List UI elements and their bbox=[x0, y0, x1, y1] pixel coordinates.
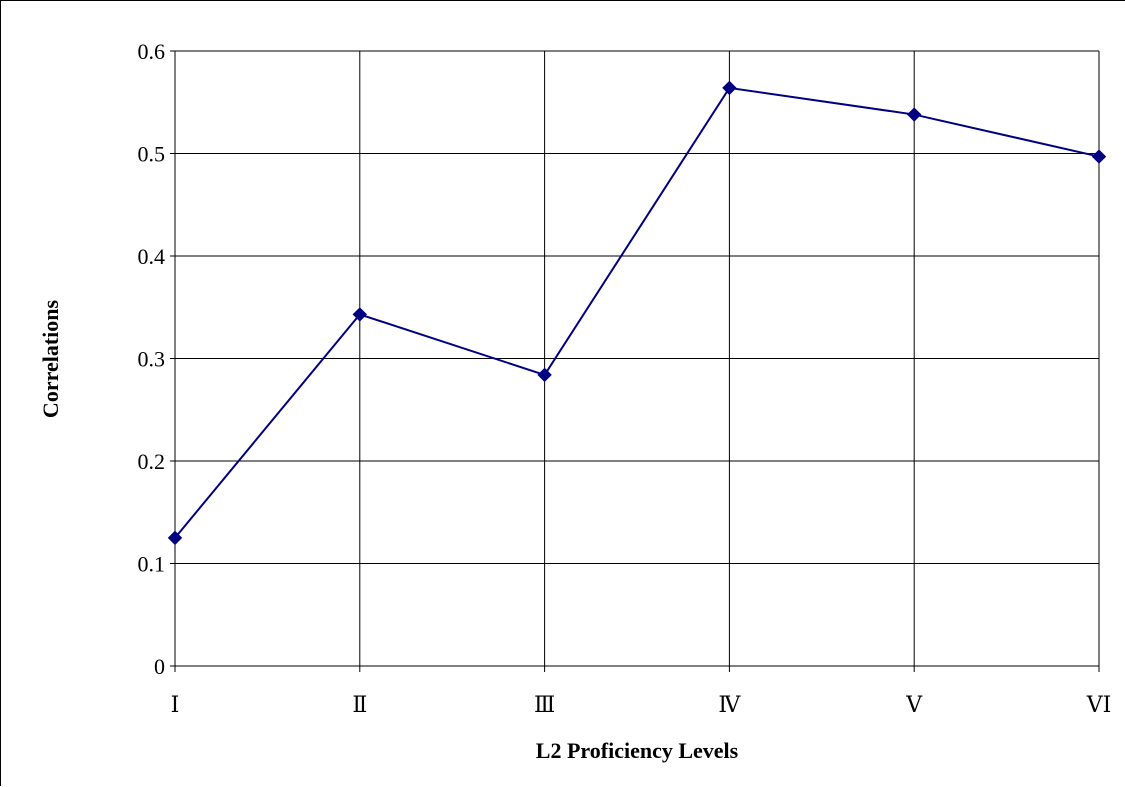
y-tick-label: 0 bbox=[154, 654, 165, 679]
data-point-marker bbox=[722, 80, 737, 96]
y-tick-label: 0.5 bbox=[138, 142, 166, 167]
y-axis-title: Correlations bbox=[38, 300, 63, 419]
x-tick-label: ⅤⅠ bbox=[1086, 692, 1112, 717]
x-tick-label: Ⅰ bbox=[171, 692, 180, 717]
y-tick-label: 0.6 bbox=[138, 39, 166, 64]
data-point-marker bbox=[537, 367, 552, 383]
data-point-marker bbox=[352, 307, 368, 322]
x-axis-title: L2 Proficiency Levels bbox=[536, 738, 739, 763]
data-point-marker bbox=[906, 107, 922, 122]
data-point-marker bbox=[167, 530, 183, 546]
y-tick-label: 0.2 bbox=[138, 449, 166, 474]
series bbox=[167, 80, 1107, 546]
x-tick-label: Ⅲ bbox=[534, 692, 555, 717]
x-tick-label: Ⅴ bbox=[905, 692, 923, 717]
axes bbox=[170, 50, 1100, 672]
y-tick-label: 0.3 bbox=[138, 347, 166, 372]
series-line bbox=[174, 86, 1100, 539]
y-tick-label: 0.4 bbox=[138, 244, 166, 269]
gridlines bbox=[175, 50, 1100, 666]
data-point-marker bbox=[1091, 149, 1107, 164]
y-tick-labels: 0 0.1 0.2 0.3 0.4 0.5 0.6 bbox=[138, 39, 166, 679]
x-tick-label: Ⅳ bbox=[718, 692, 741, 717]
x-tick-label: Ⅱ bbox=[352, 692, 367, 717]
x-tick-labels: Ⅰ Ⅱ Ⅲ Ⅳ Ⅴ ⅤⅠ bbox=[171, 692, 1112, 717]
y-tick-label: 0.1 bbox=[138, 552, 166, 577]
